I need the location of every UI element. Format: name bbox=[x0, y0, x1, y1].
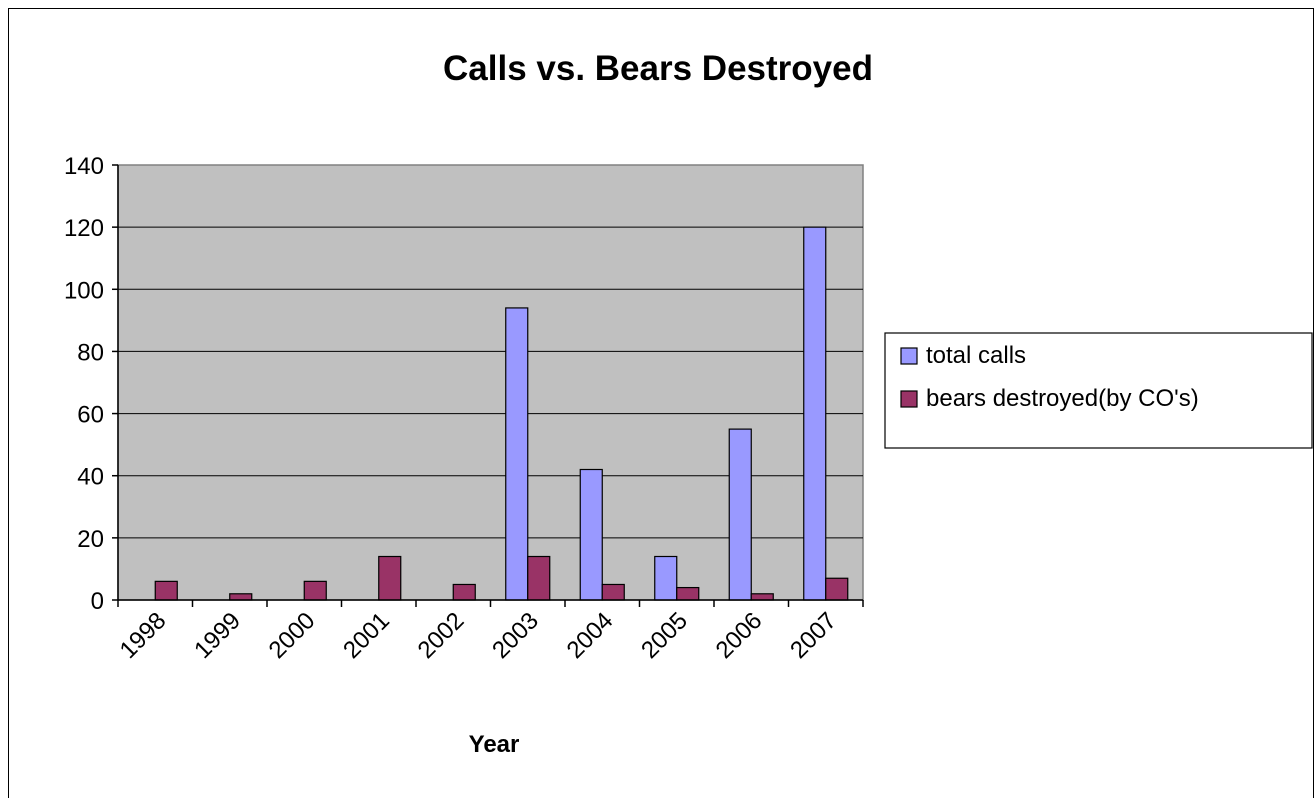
legend-label: total calls bbox=[926, 342, 1026, 369]
y-tick-label: 140 bbox=[64, 153, 104, 180]
x-tick-label: 1999 bbox=[189, 607, 246, 664]
bar-bears-destroyed bbox=[229, 593, 253, 601]
x-tick-label: 2002 bbox=[413, 607, 470, 664]
bar-bears-destroyed bbox=[676, 586, 700, 601]
x-tick-label: 2000 bbox=[264, 607, 321, 664]
bar-bears-destroyed bbox=[601, 583, 625, 601]
legend-box bbox=[884, 332, 1313, 449]
bar-total-calls bbox=[803, 226, 827, 601]
chart-frame bbox=[8, 8, 1314, 798]
y-axis: 0 20 40 60 80 100 120 140 bbox=[64, 153, 119, 615]
x-axis: 1998 1999 2000 2001 2002 2003 2004 2005 2006 2007 bbox=[115, 599, 864, 664]
y-tick-label: 0 bbox=[91, 588, 104, 615]
bar-bears-destroyed bbox=[825, 577, 849, 601]
bar-bears-destroyed bbox=[527, 555, 551, 601]
bar-total-calls bbox=[579, 468, 603, 601]
bar-total-calls bbox=[728, 428, 752, 601]
x-tick-label: 2001 bbox=[338, 607, 395, 664]
bar-bears-destroyed bbox=[452, 583, 476, 601]
x-tick-label: 2004 bbox=[562, 607, 619, 664]
x-tick-label: 2006 bbox=[711, 607, 768, 664]
x-tick-label: 2007 bbox=[785, 607, 842, 664]
x-tick-label: 1998 bbox=[115, 607, 172, 664]
bar-bears-destroyed bbox=[378, 555, 402, 601]
bar-total-calls bbox=[505, 307, 529, 601]
x-axis-label: Year bbox=[469, 731, 520, 758]
y-tick-label: 100 bbox=[64, 277, 104, 304]
y-tick-label: 120 bbox=[64, 215, 104, 242]
x-tick-label: 2003 bbox=[487, 607, 544, 664]
bars bbox=[154, 226, 849, 601]
legend-label: bears destroyed(by CO's) bbox=[926, 385, 1199, 412]
legend-swatch bbox=[900, 347, 918, 365]
y-tick-label: 40 bbox=[77, 464, 104, 491]
y-tick-label: 20 bbox=[77, 526, 104, 553]
chart-title: Calls vs. Bears Destroyed bbox=[443, 49, 873, 88]
y-tick-label: 60 bbox=[77, 402, 104, 429]
legend: total calls bears destroyed(by CO's) bbox=[884, 332, 1313, 449]
x-tick-label: 2005 bbox=[636, 607, 693, 664]
bar-bears-destroyed bbox=[303, 580, 327, 601]
bar-bears-destroyed bbox=[750, 593, 774, 601]
legend-swatch bbox=[900, 390, 918, 408]
y-tick-label: 80 bbox=[77, 339, 104, 366]
bar-total-calls bbox=[654, 555, 678, 601]
bar-bears-destroyed bbox=[154, 580, 178, 601]
